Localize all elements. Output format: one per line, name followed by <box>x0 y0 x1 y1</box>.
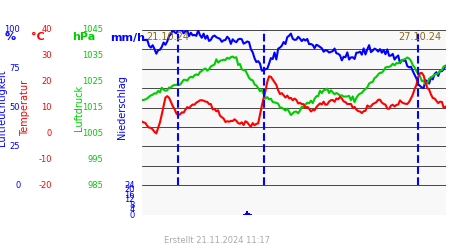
Text: Erstellt 21.11.2024 11:17: Erstellt 21.11.2024 11:17 <box>164 236 270 245</box>
Bar <box>248 212 250 215</box>
Text: 24: 24 <box>125 180 135 190</box>
Text: 16: 16 <box>124 190 135 200</box>
Text: -20: -20 <box>38 180 52 190</box>
Text: Temperatur: Temperatur <box>20 80 30 136</box>
Text: 12: 12 <box>125 196 135 204</box>
Text: %: % <box>4 32 16 42</box>
Text: 1045: 1045 <box>82 26 104 35</box>
Text: 25: 25 <box>10 142 20 151</box>
Text: 0: 0 <box>15 180 20 190</box>
Text: hPa: hPa <box>72 32 95 42</box>
Text: Luftdruck: Luftdruck <box>74 84 84 130</box>
Text: 0: 0 <box>130 210 135 220</box>
Text: 30: 30 <box>41 51 52 60</box>
Text: 20: 20 <box>41 77 52 86</box>
Text: 1005: 1005 <box>82 129 104 138</box>
Text: 100: 100 <box>4 26 20 35</box>
Text: 0: 0 <box>46 129 52 138</box>
Bar <box>243 214 244 215</box>
Text: 50: 50 <box>10 103 20 112</box>
Text: -10: -10 <box>38 155 52 164</box>
Text: 1015: 1015 <box>82 103 104 112</box>
Text: Niederschlag: Niederschlag <box>117 76 126 140</box>
Text: 21.10.24: 21.10.24 <box>146 32 189 42</box>
Bar <box>252 214 254 215</box>
Text: 40: 40 <box>41 26 52 35</box>
Text: 75: 75 <box>9 64 20 73</box>
Text: 27.10.24: 27.10.24 <box>398 32 441 42</box>
Text: °C: °C <box>32 32 45 42</box>
Bar <box>250 214 252 215</box>
Text: 1025: 1025 <box>82 77 104 86</box>
Text: mm/h: mm/h <box>110 32 145 42</box>
Text: 985: 985 <box>88 180 104 190</box>
Text: 1035: 1035 <box>82 51 104 60</box>
Text: Luftfeuchtigkeit: Luftfeuchtigkeit <box>0 69 7 146</box>
Text: 10: 10 <box>41 103 52 112</box>
Bar <box>244 212 246 215</box>
Text: 4: 4 <box>130 206 135 214</box>
Text: 8: 8 <box>130 200 135 209</box>
Text: 995: 995 <box>88 155 104 164</box>
Bar <box>246 211 248 215</box>
Text: 20: 20 <box>125 186 135 194</box>
